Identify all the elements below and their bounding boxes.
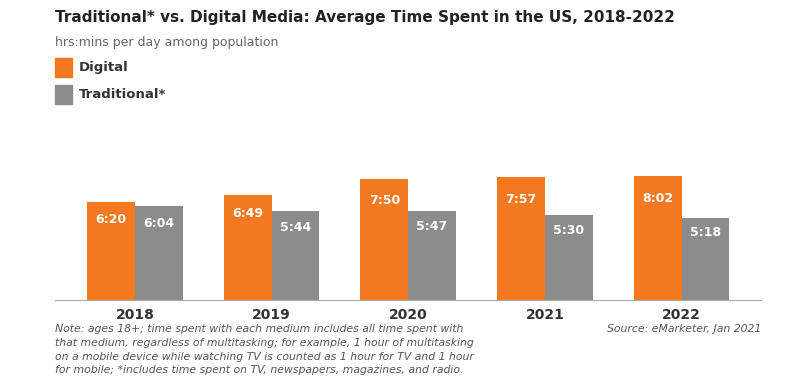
Bar: [360, 179, 408, 300]
Bar: [545, 215, 593, 300]
Text: 6:04: 6:04: [143, 217, 174, 230]
Bar: [272, 212, 319, 300]
Bar: [497, 177, 545, 300]
Text: Traditional* vs. Digital Media: Average Time Spent in the US, 2018-2022: Traditional* vs. Digital Media: Average …: [55, 10, 675, 25]
Bar: [633, 176, 681, 300]
Text: 6:49: 6:49: [232, 207, 263, 220]
Text: 8:02: 8:02: [642, 192, 674, 205]
Text: 5:44: 5:44: [279, 221, 311, 234]
Text: 7:50: 7:50: [369, 194, 400, 207]
Bar: [681, 218, 729, 300]
Bar: [224, 195, 272, 300]
Text: 5:18: 5:18: [690, 226, 721, 239]
Text: 5:30: 5:30: [553, 224, 584, 237]
Text: Note: ages 18+; time spent with each medium includes all time spent with
that me: Note: ages 18+; time spent with each med…: [55, 324, 474, 375]
Bar: [87, 202, 135, 300]
Text: Source: eMarketer, Jan 2021: Source: eMarketer, Jan 2021: [608, 324, 761, 334]
Text: 6:20: 6:20: [96, 213, 126, 226]
Text: Digital: Digital: [78, 61, 128, 74]
Text: 5:47: 5:47: [417, 220, 447, 233]
Text: hrs:mins per day among population: hrs:mins per day among population: [55, 36, 279, 50]
Text: 7:57: 7:57: [506, 193, 537, 206]
Bar: [408, 211, 456, 300]
Bar: [135, 206, 183, 300]
Text: Traditional*: Traditional*: [78, 88, 166, 101]
